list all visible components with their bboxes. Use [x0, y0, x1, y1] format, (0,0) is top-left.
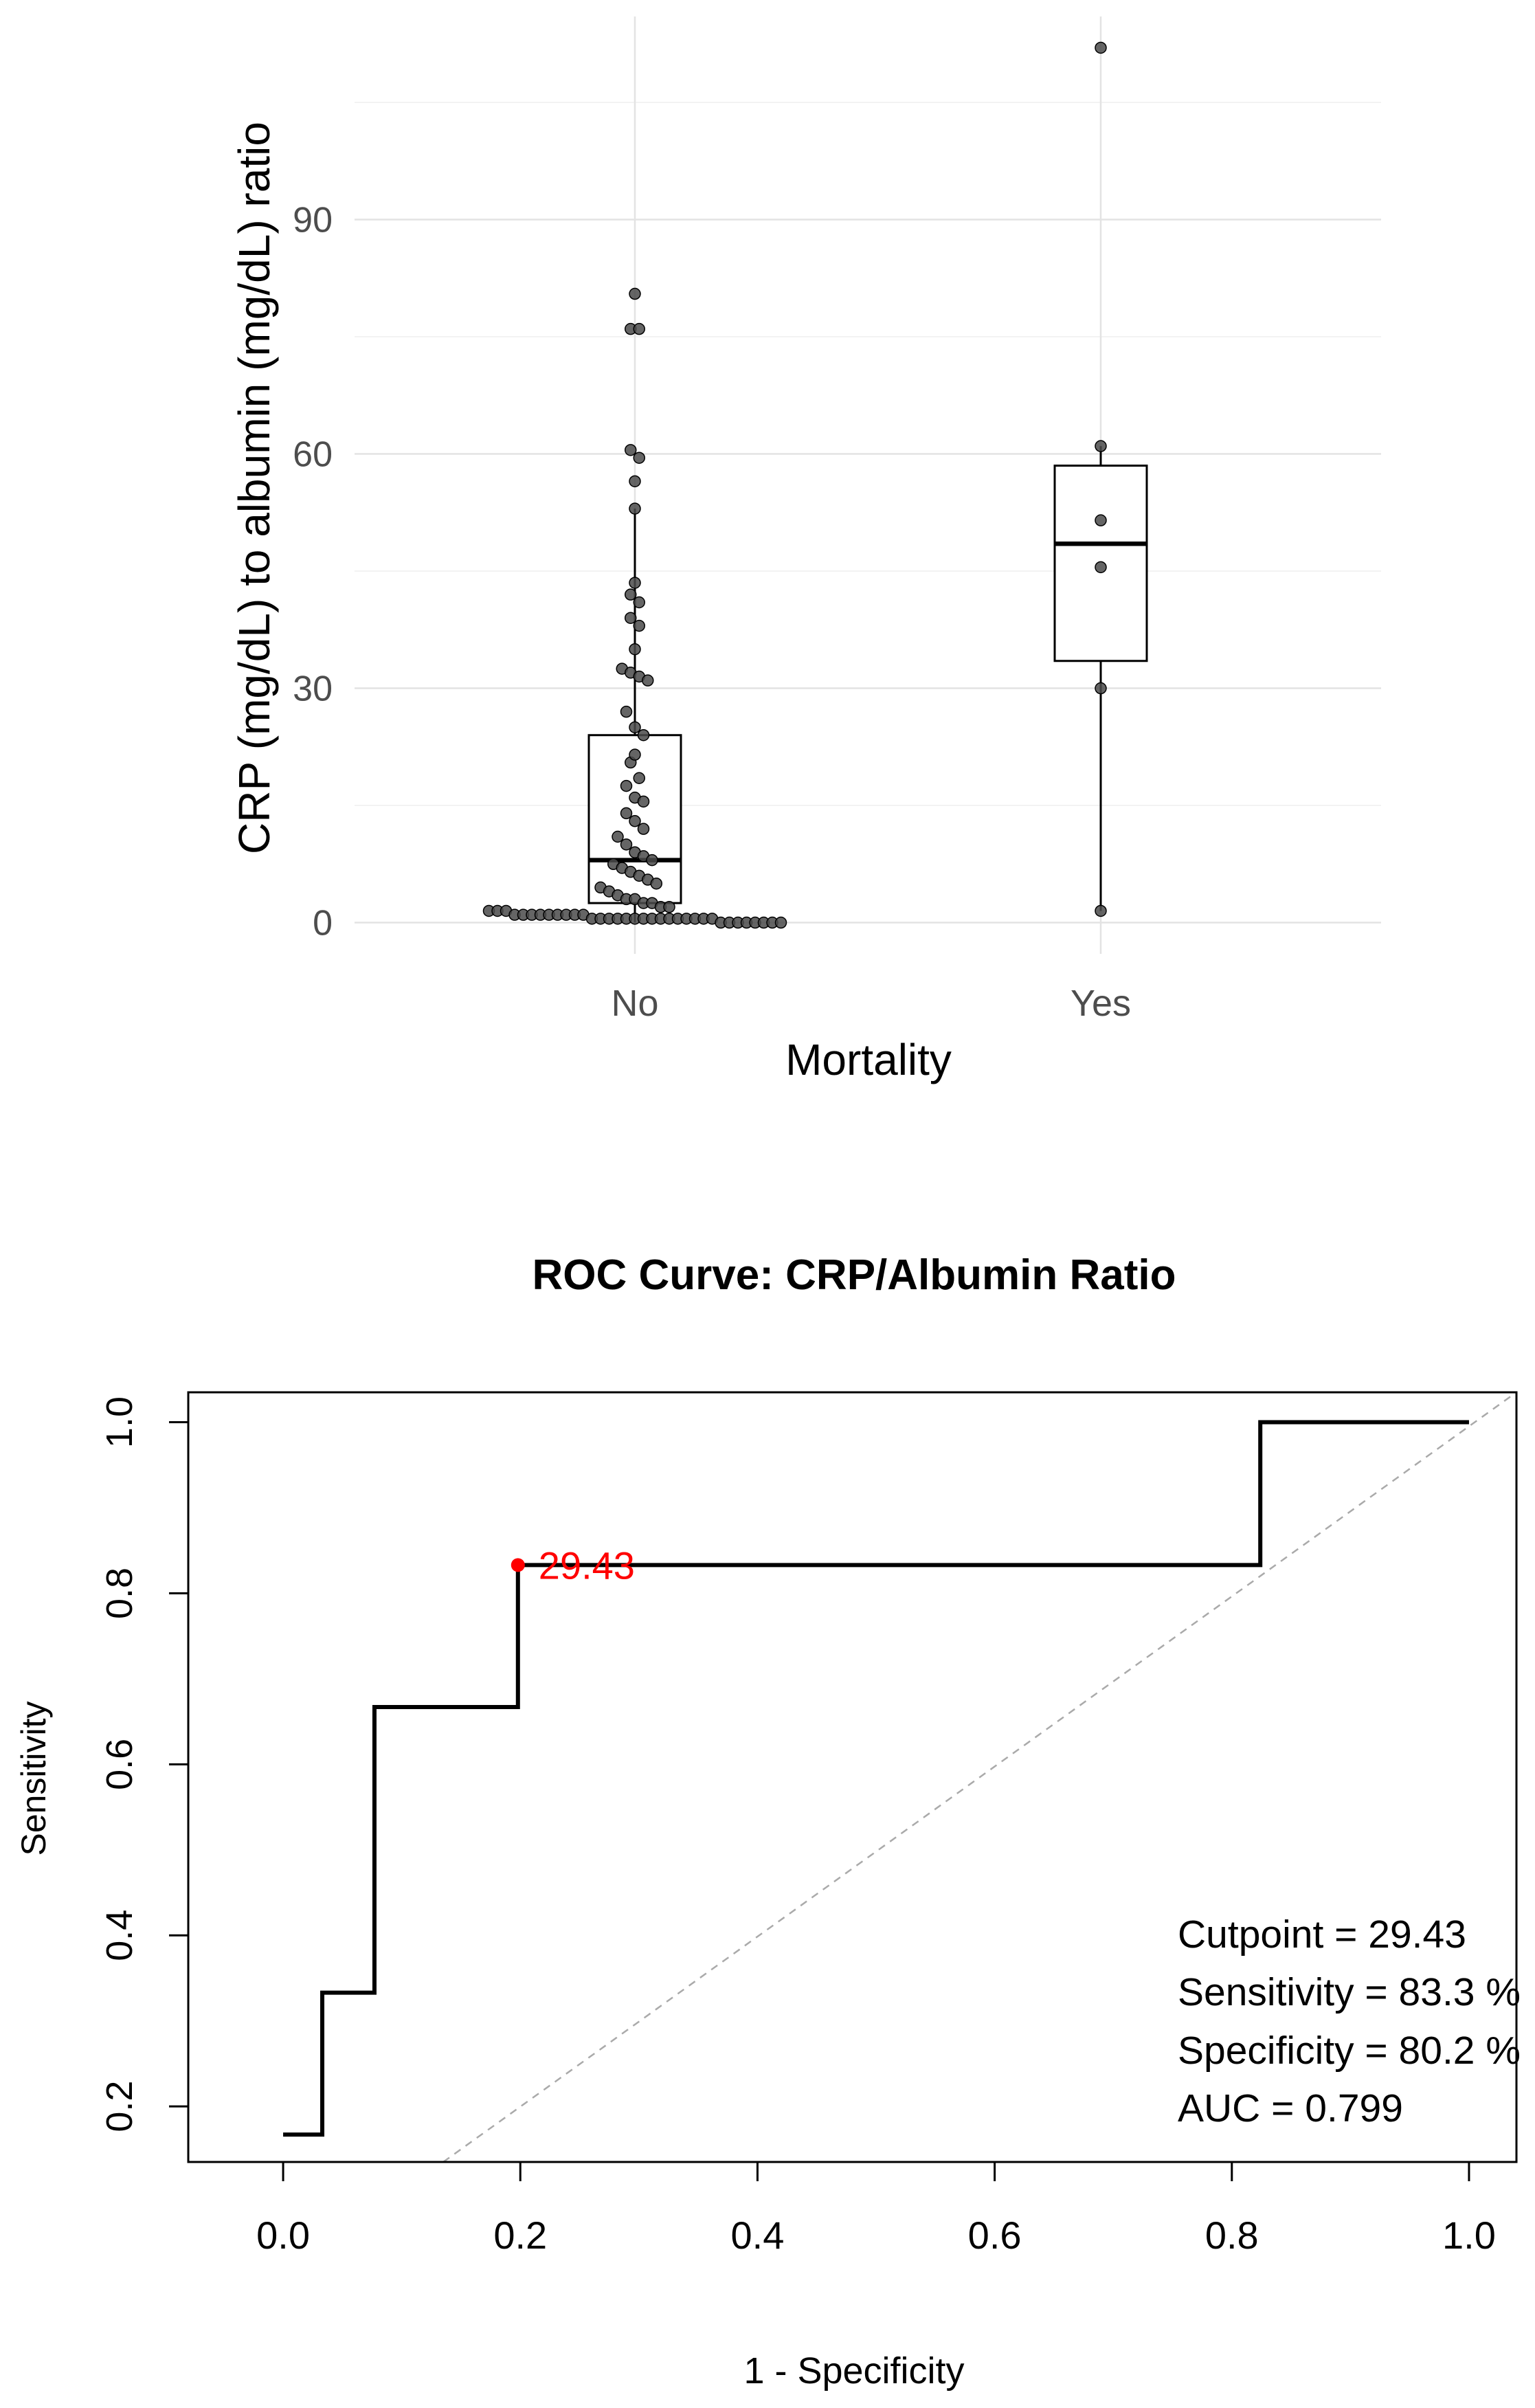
boxplot-point — [774, 916, 787, 929]
boxplot-point — [629, 577, 641, 589]
boxplot-point — [629, 815, 641, 827]
boxplot-point — [633, 772, 645, 784]
roc-cutpoint-label: 29.43 — [539, 1543, 635, 1587]
roc-plot-frame — [187, 1391, 1518, 2163]
boxplot-point — [633, 596, 645, 609]
roc-x-tick-label: 1.0 — [1442, 2214, 1496, 2257]
boxplot-point — [633, 619, 645, 632]
boxplot-panel: 0 30 60 90 No Yes CRP (mg/dL) to albumin (mg… — [229, 16, 1381, 1084]
boxplot-point — [1095, 904, 1107, 917]
roc-x-ticks: 0.0 0.2 0.4 0.6 0.8 1.0 — [256, 2162, 1496, 2257]
boxplot-y-tick-label: 90 — [293, 201, 333, 241]
roc-y-tick-label: 0.8 — [99, 1568, 140, 1619]
roc-title: ROC Curve: CRP/Albumin Ratio — [533, 1251, 1176, 1299]
boxplot-point — [620, 838, 633, 851]
roc-x-tick-label: 0.0 — [256, 2214, 310, 2257]
boxplot-y-axis-title: CRP (mg/dL) to albumin (mg/dL) ratio — [229, 122, 279, 854]
boxplot-point — [620, 705, 633, 718]
boxplot-point — [620, 779, 633, 792]
boxplot-point — [633, 452, 645, 464]
boxplot-x-ticks: No Yes — [611, 983, 1131, 1024]
boxplot-y-tick-label: 30 — [293, 669, 333, 709]
roc-curve-line — [283, 1420, 1469, 2137]
roc-reference-line — [442, 1391, 1517, 2163]
boxplot-point — [629, 502, 641, 515]
roc-y-tick-label: 0.6 — [99, 1739, 140, 1790]
boxplot-y-ticks: 0 30 60 90 — [293, 201, 333, 944]
boxplot-y-tick-label: 60 — [293, 435, 333, 475]
roc-x-tick-label: 0.6 — [968, 2214, 1022, 2257]
boxplot-point — [625, 612, 637, 624]
roc-y-tick-label: 1.0 — [99, 1396, 140, 1448]
roc-annotation-specificity: Specificity = 80.2 % — [1178, 2029, 1521, 2073]
boxplot-x-axis-title: Mortality — [785, 1035, 952, 1084]
boxplot-point — [650, 877, 662, 890]
boxplot-boxes — [587, 446, 1148, 923]
roc-x-tick-label: 0.8 — [1205, 2214, 1259, 2257]
boxplot-point — [633, 322, 645, 335]
boxplot-point — [625, 444, 637, 456]
boxplot-point — [629, 721, 641, 734]
roc-annotation-sensitivity: Sensitivity = 83.3 % — [1178, 1970, 1521, 2014]
boxplot-y-tick-label: 0 — [313, 904, 333, 944]
boxplot-point — [1095, 440, 1107, 452]
boxplot-x-tick-label: Yes — [1071, 983, 1131, 1024]
boxplot-point — [637, 823, 650, 835]
boxplot-points — [482, 41, 1107, 929]
boxplot-point — [1095, 514, 1107, 526]
boxplot-point — [629, 748, 641, 761]
boxplot-point — [1095, 682, 1107, 695]
boxplot-point — [629, 643, 641, 656]
boxplot-point — [629, 287, 641, 300]
roc-y-axis-title: Sensitivity — [14, 1701, 53, 1855]
boxplot-gridlines — [355, 16, 1381, 954]
roc-x-axis-title: 1 - Specificity — [743, 2350, 964, 2392]
roc-x-tick-label: 0.2 — [493, 2214, 547, 2257]
roc-y-ticks: 0.2 0.4 0.6 0.8 1.0 — [99, 1396, 188, 2132]
roc-annotation-cutpoint: Cutpoint = 29.43 — [1178, 1913, 1466, 1957]
boxplot-point — [1095, 561, 1107, 574]
boxplot-point — [646, 854, 658, 867]
boxplot-point — [629, 475, 641, 488]
roc-x-tick-label: 0.4 — [730, 2214, 784, 2257]
roc-cutpoint-marker — [511, 1558, 525, 1572]
roc-annotation-auc: AUC = 0.799 — [1178, 2086, 1403, 2130]
roc-y-tick-label: 0.4 — [99, 1910, 140, 1961]
boxplot-x-tick-label: No — [611, 983, 658, 1024]
boxplot-point — [612, 830, 624, 843]
boxplot-point — [625, 588, 637, 601]
boxplot-point — [620, 807, 633, 820]
boxplot-point — [663, 901, 675, 913]
boxplot-point — [1095, 41, 1107, 54]
boxplot-point — [637, 795, 650, 808]
roc-y-tick-label: 0.2 — [99, 2081, 140, 2132]
boxplot-point — [637, 728, 650, 742]
roc-annotations: Cutpoint = 29.43 Sensitivity = 83.3 % Sp… — [1178, 1913, 1521, 2130]
roc-panel: ROC Curve: CRP/Albumin Ratio 0.0 0.2 0.4 0.… — [14, 1251, 1521, 2392]
boxplot-point — [642, 674, 654, 687]
